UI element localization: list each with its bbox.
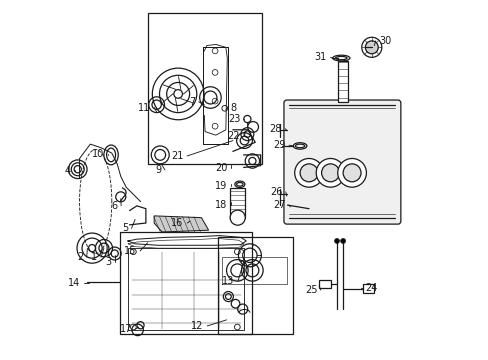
Text: 16: 16: [171, 218, 183, 228]
Bar: [230, 188, 244, 218]
Text: 21: 21: [171, 151, 183, 161]
Bar: [338, 60, 347, 102]
Text: 8: 8: [230, 103, 236, 113]
Text: 26: 26: [269, 187, 282, 197]
Circle shape: [361, 37, 381, 57]
Text: 27: 27: [272, 200, 285, 210]
Circle shape: [334, 238, 339, 243]
Text: 11: 11: [138, 103, 150, 113]
Text: 4: 4: [65, 166, 71, 176]
Circle shape: [316, 158, 344, 187]
Text: 3: 3: [105, 257, 111, 267]
Text: 14: 14: [68, 278, 81, 288]
Text: 13: 13: [222, 276, 234, 286]
Circle shape: [340, 238, 345, 243]
Text: 17: 17: [119, 324, 132, 334]
Text: 28: 28: [269, 124, 281, 134]
Text: 5: 5: [122, 224, 128, 233]
Bar: [319, 280, 330, 288]
Circle shape: [321, 164, 339, 182]
Text: 2: 2: [77, 252, 83, 262]
Text: 15: 15: [124, 246, 136, 256]
Text: 18: 18: [215, 200, 227, 210]
Circle shape: [300, 164, 317, 182]
Text: 29: 29: [272, 140, 285, 150]
Bar: [217, 237, 292, 334]
Text: 22: 22: [227, 131, 240, 141]
Text: 25: 25: [304, 285, 317, 295]
Text: 6: 6: [111, 201, 117, 211]
Text: 20: 20: [214, 163, 227, 173]
Bar: [362, 284, 373, 293]
Text: 9: 9: [155, 165, 161, 175]
Circle shape: [294, 158, 323, 187]
Circle shape: [365, 41, 378, 54]
Text: 1: 1: [91, 252, 97, 262]
Text: 7: 7: [188, 97, 195, 107]
Text: 12: 12: [191, 321, 203, 331]
Text: 24: 24: [364, 283, 377, 293]
Text: 23: 23: [227, 114, 240, 124]
Bar: [120, 232, 251, 334]
Text: 30: 30: [379, 36, 391, 46]
Circle shape: [337, 158, 366, 187]
Circle shape: [343, 164, 360, 182]
Text: 10: 10: [92, 149, 104, 159]
Text: 31: 31: [314, 52, 326, 62]
Circle shape: [230, 210, 244, 225]
Polygon shape: [154, 216, 208, 232]
FancyBboxPatch shape: [284, 100, 400, 224]
Bar: [147, 13, 262, 164]
Text: 19: 19: [215, 181, 227, 192]
